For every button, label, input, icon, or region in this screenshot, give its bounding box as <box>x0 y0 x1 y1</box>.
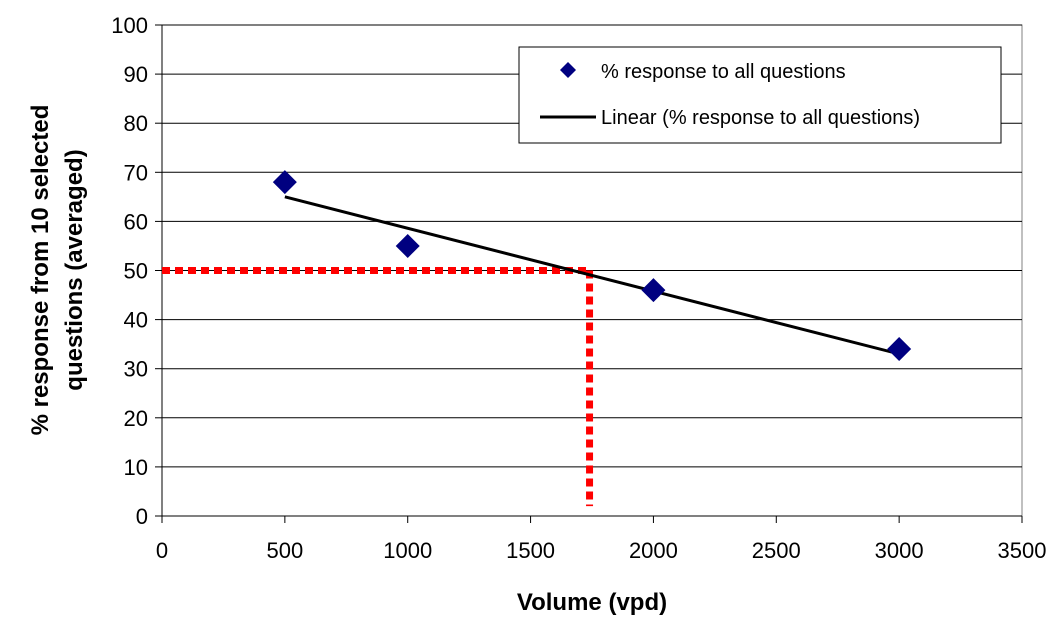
y-tick-label-0: 0 <box>136 504 148 529</box>
y-tick-label-7: 70 <box>124 160 148 185</box>
legend-diamond-marker <box>560 62 576 78</box>
data-point-3 <box>887 337 912 362</box>
x-tick-label-7: 3500 <box>998 538 1047 563</box>
data-points <box>272 170 912 362</box>
trendline <box>284 195 900 356</box>
y-tick-label-5: 50 <box>124 259 148 284</box>
legend-trendline-label: Linear (% response to all questions) <box>601 107 920 129</box>
x-tick-labels: 0 500 1000 1500 2000 2500 3000 3500 <box>156 538 1047 563</box>
data-point-0 <box>272 170 297 195</box>
legend: % response to all questions Linear (% re… <box>518 46 1002 144</box>
data-point-1 <box>395 233 420 258</box>
x-tick-label-0: 0 <box>156 538 168 563</box>
y-tick-label-2: 20 <box>124 406 148 431</box>
data-point-2 <box>641 278 666 303</box>
y-axis-title-line-2: questions (averaged) <box>61 149 88 390</box>
y-tick-label-6: 60 <box>124 209 148 234</box>
y-tick-labels: 0 10 20 30 40 50 60 70 80 90 100 <box>111 13 148 529</box>
trendline-group <box>284 195 900 356</box>
y-tick-label-9: 90 <box>124 62 148 87</box>
x-tick-label-2: 1000 <box>383 538 432 563</box>
x-axis-title: Volume (vpd) <box>517 589 667 616</box>
y-tick-label-10: 100 <box>111 13 148 38</box>
x-tick-label-1: 500 <box>266 538 303 563</box>
y-axis-title-line-1: % response from 10 selected <box>27 105 54 436</box>
reference-lines <box>162 267 594 507</box>
y-axis-title: % response from 10 selected questions (a… <box>27 105 88 436</box>
legend-box <box>518 46 1002 144</box>
x-tick-label-3: 1500 <box>506 538 555 563</box>
y-tick-label-1: 10 <box>124 455 148 480</box>
legend-series-label: % response to all questions <box>601 61 846 83</box>
y-tick-label-8: 80 <box>124 111 148 136</box>
y-tick-label-3: 30 <box>124 357 148 382</box>
x-tick-label-6: 3000 <box>875 538 924 563</box>
x-tick-label-4: 2000 <box>629 538 678 563</box>
y-tick-label-4: 40 <box>124 308 148 333</box>
x-tick-label-5: 2500 <box>752 538 801 563</box>
